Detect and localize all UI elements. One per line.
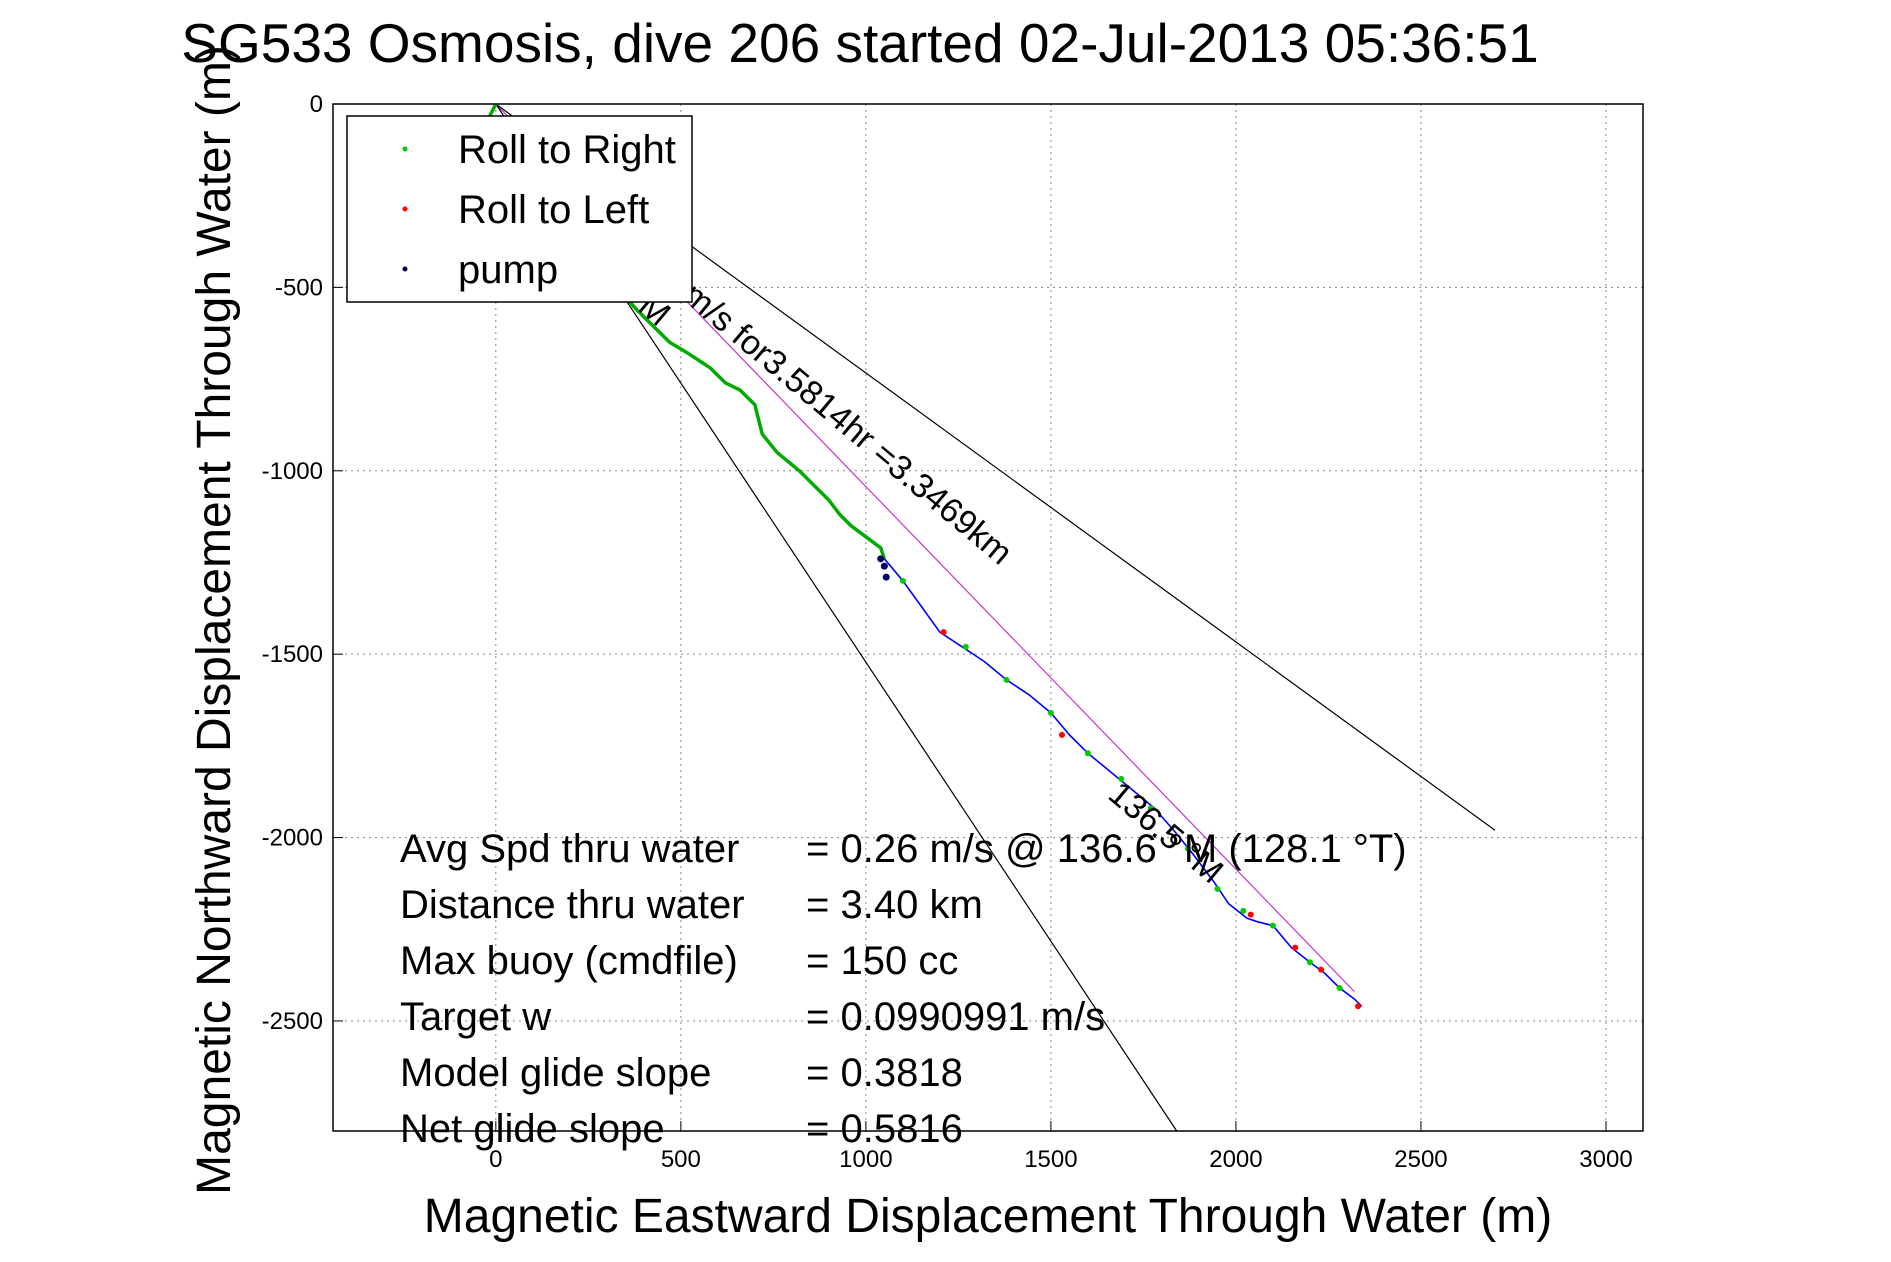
legend-label: Roll to Left bbox=[458, 188, 649, 232]
roll-right-point bbox=[1240, 907, 1247, 914]
x-axis-ticks: 0 500 1000 1500 2000 2500 3000 bbox=[489, 1121, 1633, 1173]
y-tick-label: -2500 bbox=[262, 1008, 323, 1035]
x-tick-label: 0 bbox=[489, 1146, 502, 1173]
roll-right-point bbox=[1047, 709, 1054, 716]
roll-left-point bbox=[1292, 944, 1299, 951]
roll-right-point bbox=[1118, 775, 1125, 782]
stat-value: = 150 cc bbox=[806, 939, 958, 983]
legend-marker bbox=[402, 206, 408, 212]
roll-right-point bbox=[1336, 984, 1343, 991]
stat-label: Net glide slope bbox=[400, 1107, 665, 1151]
roll-left-point bbox=[1355, 1003, 1362, 1010]
x-tick-label: 3000 bbox=[1579, 1146, 1632, 1173]
roll-right-point bbox=[1214, 885, 1221, 892]
later_track-line bbox=[883, 558, 1363, 1007]
stat-value: = 0.5816 bbox=[806, 1107, 963, 1151]
y-tick-label: -1000 bbox=[262, 458, 323, 485]
x-tick-label: 500 bbox=[661, 1146, 701, 1173]
pump-point bbox=[877, 555, 885, 563]
pump-point bbox=[882, 573, 890, 581]
roll-right-point bbox=[962, 643, 969, 650]
plot-frame bbox=[332, 103, 1644, 1132]
x-tick-label: 1500 bbox=[1024, 1146, 1077, 1173]
chart-title: SG533 Osmosis, dive 206 started 02-Jul-2… bbox=[181, 12, 1538, 74]
y-axis-label: Magnetic Northward Displacement Through … bbox=[188, 45, 241, 1195]
x-tick-label: 2500 bbox=[1394, 1146, 1447, 1173]
stat-value: = 3.40 km bbox=[806, 883, 983, 927]
stats-block: Avg Spd thru water = 0.26 m/s @ 136.6 °M … bbox=[400, 827, 1407, 1151]
stat-value: = 0.0990991 m/s bbox=[806, 995, 1105, 1039]
roll-right-point bbox=[899, 577, 906, 584]
x-axis-label: Magnetic Eastward Displacement Through W… bbox=[424, 1190, 1552, 1243]
roll-left-point bbox=[940, 629, 947, 636]
roll-right-point bbox=[1147, 805, 1154, 812]
y-tick-label: 0 bbox=[310, 91, 323, 118]
legend-marker bbox=[402, 266, 408, 272]
roll-left-point bbox=[1247, 911, 1254, 918]
legend-items: Roll to Right Roll to Left pump bbox=[402, 128, 676, 292]
legend-label: pump bbox=[458, 248, 558, 292]
pump-point bbox=[880, 562, 888, 570]
legend: Roll to Right Roll to Left pump bbox=[346, 115, 693, 303]
x-tick-label: 2000 bbox=[1209, 1146, 1262, 1173]
legend-marker bbox=[402, 146, 408, 152]
roll-points bbox=[877, 555, 1362, 1010]
stat-label: Avg Spd thru water bbox=[400, 827, 739, 871]
roll-right-point bbox=[1084, 750, 1091, 757]
roll-left-point bbox=[1059, 731, 1066, 738]
y-tick-label: -2000 bbox=[262, 825, 323, 852]
roll-right-point bbox=[1306, 959, 1313, 966]
stat-label: Distance thru water bbox=[400, 883, 745, 927]
legend-label: Roll to Right bbox=[458, 128, 676, 172]
y-tick-label: -1500 bbox=[262, 641, 323, 668]
roll-right-point bbox=[1269, 922, 1276, 929]
stat-label: Model glide slope bbox=[400, 1051, 711, 1095]
stat-label: Max buoy (cmdfile) bbox=[400, 939, 738, 983]
x-tick-label: 1000 bbox=[839, 1146, 892, 1173]
roll-right-point bbox=[1003, 676, 1010, 683]
y-tick-label: -500 bbox=[275, 274, 323, 301]
stat-value: = 0.3818 bbox=[806, 1051, 963, 1095]
roll-left-point bbox=[1318, 966, 1325, 973]
stat-value: = 0.26 m/s @ 136.6 °M (128.1 °T) bbox=[806, 827, 1407, 871]
y-axis-ticks: 0 -500 -1000 -1500 -2000 -2500 bbox=[262, 91, 343, 1035]
roll-right-point bbox=[1184, 845, 1191, 852]
stat-label: Target w bbox=[400, 995, 551, 1039]
